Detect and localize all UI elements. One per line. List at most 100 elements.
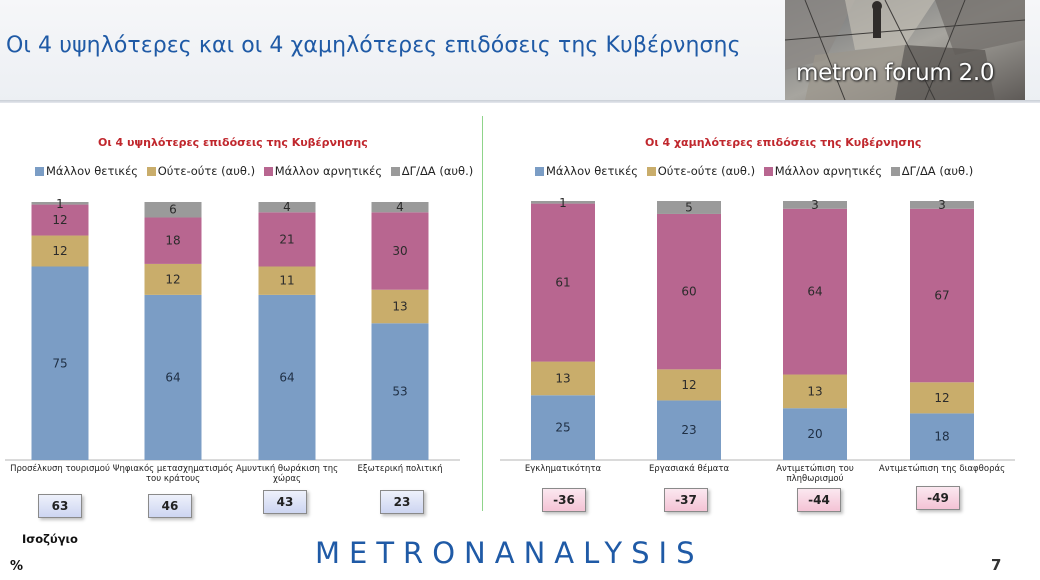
data-label: 18 (934, 430, 949, 444)
bar-segment-positive (783, 408, 847, 460)
data-label: 12 (681, 378, 696, 392)
bar-segment-positive (657, 400, 721, 460)
data-label: 20 (807, 427, 822, 441)
bar-segment-negative (258, 212, 316, 267)
bar-segment-negative (371, 212, 429, 290)
bar-segment-dk (910, 201, 974, 209)
bar-segment-dk (531, 201, 595, 204)
data-label: 12 (165, 272, 180, 286)
data-label: 67 (934, 289, 949, 303)
legend-swatch (890, 167, 900, 176)
legend-swatch (35, 167, 44, 176)
chart-plot: 25 13 61 1 Εγκληματικότητα 23 12 60 5 Εργασιακά θ… (500, 196, 1015, 484)
legend-swatch (646, 167, 656, 176)
legend-item-negative: Μάλλον αρνητικές (763, 162, 882, 180)
data-label: 64 (165, 370, 180, 384)
chart-legend: Μάλλον θετικές Ούτε-ούτε (αυθ.) Μάλλον α… (535, 162, 1015, 180)
bar-segment-positive (910, 413, 974, 460)
category-label: πληθωρισμού (786, 473, 843, 484)
data-label: 6 (169, 203, 177, 217)
legend-label: Ούτε-ούτε (αυθ.) (157, 164, 256, 178)
category-label: Ψηφιακός μετασχηματισμός (113, 463, 233, 474)
bar-segment-dk (783, 201, 847, 209)
bottom-performance-chart: Οι 4 χαμηλότερες επιδόσεις της Κυβέρνηση… (490, 130, 1040, 530)
bar-segment-neutral (910, 382, 974, 414)
balance-box: 23 (380, 490, 424, 514)
data-label: 4 (283, 200, 291, 214)
bar-segment-dk (31, 202, 89, 205)
legend-item-dk: ΔΓ/ΔΑ (αυθ.) (390, 162, 474, 180)
data-label: 5 (685, 200, 693, 214)
data-label: 3 (811, 198, 819, 212)
legend-label: Μάλλον αρνητικές (274, 164, 383, 178)
category-label: Αντιμετώπιση του (776, 463, 854, 474)
percent-sign: % (10, 559, 24, 574)
bar-segment-neutral (258, 266, 316, 295)
legend-label: Μάλλον θετικές (46, 164, 139, 178)
bar-segment-negative (144, 217, 202, 264)
legend-item-positive: Μάλλον θετικές (535, 162, 638, 180)
data-label: 64 (279, 370, 294, 384)
category-label: χώρας (273, 473, 301, 484)
bar-segment-positive (371, 323, 429, 460)
bar-segment-neutral (531, 361, 595, 396)
data-label: 4 (396, 200, 404, 214)
bar-segment-neutral (783, 374, 847, 409)
category-label: Εξωτερική πολιτική (358, 464, 443, 474)
data-label: 13 (807, 384, 822, 398)
balance-box: 43 (263, 490, 307, 514)
category-label: Αντιμετώπιση της διαφθοράς (879, 463, 1005, 474)
legend-item-neutral: Ούτε-ούτε (αυθ.) (646, 162, 756, 180)
bar-segment-negative (31, 204, 89, 236)
bar-segment-negative (910, 208, 974, 383)
chart-title: Οι 4 υψηλότερες επιδόσεις της Κυβέρνησης (98, 136, 368, 149)
legend-item-dk: ΔΓ/ΔΑ (αυθ.) (890, 162, 974, 180)
balance-box: 63 (38, 494, 82, 518)
brand-wordmark: METRONANALYSIS (315, 536, 704, 570)
balance-label: Ισοζύγιο (22, 532, 78, 546)
balance-box: 46 (148, 494, 192, 518)
category-label: του κράτους (146, 474, 200, 484)
category-label: Εγκληματικότητα (525, 463, 602, 474)
balance-box: -36 (542, 488, 586, 512)
data-label: 12 (52, 244, 67, 258)
data-label: 75 (52, 356, 67, 370)
data-label: 30 (392, 244, 407, 258)
data-label: 3 (938, 198, 946, 212)
top-performance-chart: Οι 4 υψηλότερες επιδόσεις της Κυβέρνησης… (0, 130, 480, 530)
bar-segment-neutral (31, 235, 89, 267)
legend-swatch (763, 167, 773, 176)
data-label: 60 (681, 285, 696, 299)
data-label: 25 (555, 421, 570, 435)
legend-item-positive: Μάλλον θετικές (35, 162, 138, 180)
bar-segment-neutral (144, 263, 202, 295)
bar-segment-dk (657, 201, 721, 214)
bar-segment-dk (371, 202, 429, 213)
legend-swatch (390, 167, 400, 176)
bar-segment-positive (531, 395, 595, 460)
data-label: 13 (392, 299, 407, 313)
bar-segment-negative (783, 208, 847, 375)
bar-segment-negative (657, 213, 721, 370)
logo-text: metron forum 2.0 (796, 60, 995, 86)
data-label: 11 (279, 274, 294, 288)
legend-label: ΔΓ/ΔΑ (αυθ.) (901, 164, 974, 178)
legend-label: ΔΓ/ΔΑ (αυθ.) (401, 164, 474, 178)
page-title: Οι 4 υψηλότερες και οι 4 χαμηλότερες επι… (6, 33, 741, 58)
bar-segment-positive (31, 266, 89, 460)
balance-box: -49 (916, 486, 960, 510)
data-label: 21 (279, 232, 294, 246)
legend-item-negative: Μάλλον αρνητικές (263, 162, 383, 180)
data-label: 64 (807, 285, 822, 299)
bar-segment-dk (144, 202, 202, 218)
bar-segment-neutral (371, 289, 429, 324)
metron-forum-logo (785, 0, 1025, 100)
legend-label: Ούτε-ούτε (αυθ.) (657, 164, 756, 178)
data-label: 12 (934, 391, 949, 405)
category-label: Εργασιακά θέματα (649, 463, 730, 474)
data-label: 61 (555, 276, 570, 290)
category-label: Αμυντική θωράκιση της (236, 464, 338, 474)
legend-item-neutral: Ούτε-ούτε (αυθ.) (146, 162, 256, 180)
chart-legend: Μάλλον θετικές Ούτε-ούτε (αυθ.) Μάλλον α… (35, 162, 475, 180)
